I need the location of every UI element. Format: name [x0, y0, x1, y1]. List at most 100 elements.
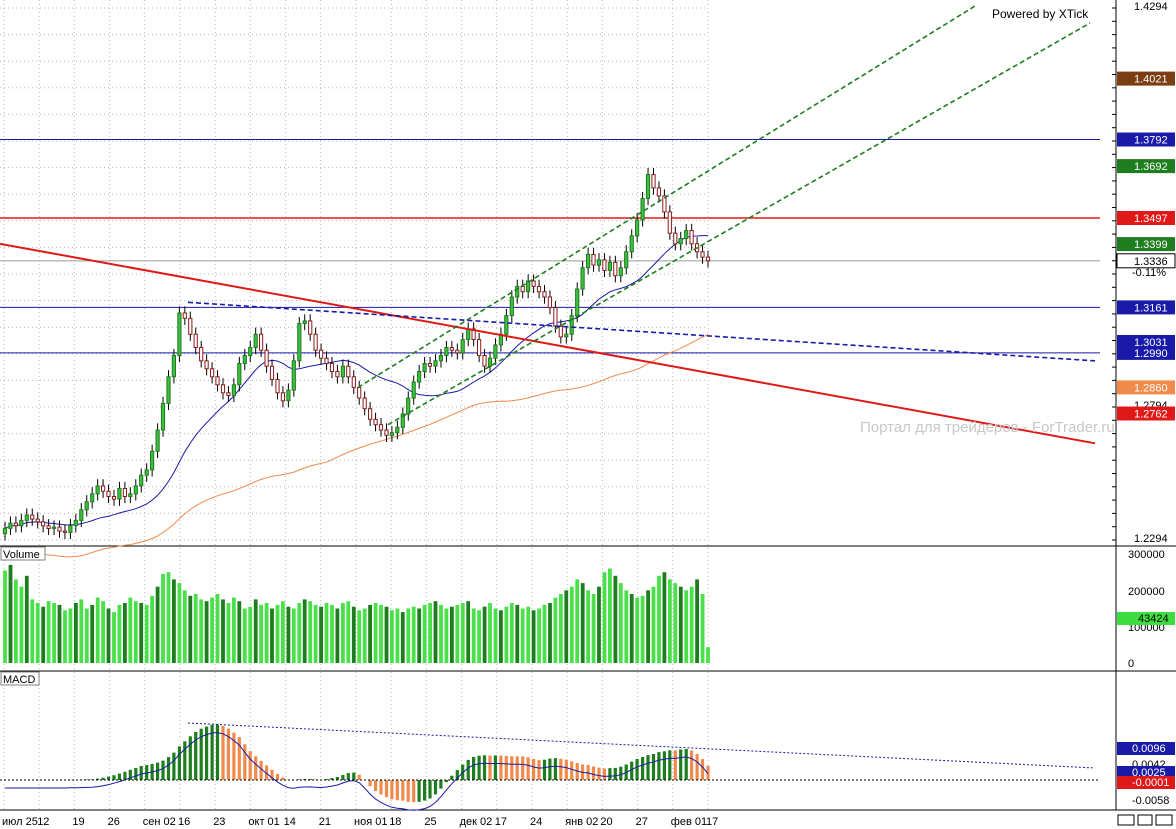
- volume-bar: [455, 604, 460, 663]
- volume-bar: [439, 604, 443, 663]
- volume-bar: [161, 574, 165, 663]
- macd-bar: [123, 771, 127, 780]
- candle: [346, 365, 351, 378]
- volume-bar: [248, 606, 253, 663]
- candle: [487, 357, 493, 367]
- candle: [618, 267, 623, 277]
- price-badge-1.3497: [1117, 211, 1175, 225]
- candle: [204, 360, 209, 370]
- volume-bar: [509, 603, 514, 663]
- volume-bar: [84, 608, 89, 663]
- volume-bar: [346, 601, 351, 663]
- volume-bar: [542, 604, 547, 663]
- candle: [313, 333, 318, 351]
- macd-bar: [651, 754, 656, 780]
- candle: [73, 519, 78, 527]
- macd-bar: [270, 769, 274, 780]
- macd-bar: [281, 777, 285, 780]
- macd-bar: [444, 780, 448, 783]
- candle: [275, 379, 280, 394]
- candle: [171, 355, 177, 378]
- candle: [406, 397, 411, 415]
- macd-bar: [488, 755, 492, 780]
- candle: [400, 413, 405, 428]
- save-icon[interactable]: [1137, 814, 1153, 826]
- volume-bar: [537, 608, 541, 663]
- price-badge-1.3792: [1117, 132, 1175, 147]
- volume-bar: [79, 599, 84, 663]
- candle: [193, 333, 198, 349]
- macd-bar: [630, 761, 634, 780]
- volume-bar: [548, 603, 552, 663]
- candle: [302, 320, 307, 325]
- macd-bar: [564, 759, 568, 780]
- volume-bar: [515, 604, 520, 663]
- macd-bar: [188, 736, 192, 780]
- macd-bar: [477, 755, 481, 780]
- x-tick-label: 14: [284, 816, 296, 828]
- x-tick-label: июл 25: [2, 816, 38, 828]
- macd-bar: [406, 780, 410, 802]
- macd-bar: [608, 768, 612, 780]
- x-tick-label: ноя 01: [354, 816, 387, 828]
- macd-bar: [433, 780, 438, 795]
- candle: [575, 288, 580, 317]
- trendline-resistance: [0, 242, 1096, 445]
- volume-bar: [155, 586, 160, 663]
- volume-bar: [646, 590, 650, 663]
- candle: [477, 339, 482, 357]
- candle: [286, 389, 291, 402]
- volume-bar: [504, 606, 509, 663]
- trendline-channel-upper: [357, 5, 976, 389]
- x-tick-label: 17: [706, 816, 718, 828]
- volume-bar: [678, 586, 683, 663]
- price-tick-label: 1.4294: [1134, 1, 1168, 13]
- candle: [684, 230, 689, 239]
- candle: [357, 386, 362, 399]
- volume-bar: [264, 603, 269, 663]
- volume-panel-label-box: [0, 546, 46, 561]
- macd-bar: [194, 731, 198, 780]
- volume-bar: [30, 599, 35, 663]
- volume-bar: [117, 604, 122, 663]
- volume-bar: [3, 570, 7, 663]
- volume-bar: [613, 575, 618, 663]
- print-icon[interactable]: [1155, 814, 1173, 826]
- candle: [264, 349, 269, 367]
- macd-bar: [466, 759, 470, 780]
- volume-bar: [640, 595, 645, 663]
- macd-bar: [423, 780, 427, 801]
- volume-panel-label: Volume: [3, 549, 40, 561]
- macd-bar: [117, 773, 121, 780]
- volume-bar: [259, 604, 263, 663]
- candle: [373, 418, 378, 426]
- volume-bar: [123, 603, 127, 663]
- x-tick-label: 24: [530, 816, 542, 828]
- volume-bar: [95, 597, 100, 663]
- volume-bar: [373, 603, 378, 663]
- candle: [46, 525, 51, 529]
- candle: [160, 402, 166, 431]
- candle: [417, 371, 422, 383]
- macd-bar: [641, 757, 645, 780]
- candle: [139, 474, 144, 487]
- candle: [667, 211, 672, 234]
- volume-bar: [14, 579, 18, 663]
- macd-bar: [515, 756, 519, 780]
- macd-bar: [602, 768, 606, 780]
- candle: [188, 317, 193, 335]
- volume-bar: [52, 603, 56, 663]
- macd-bar: [384, 780, 389, 798]
- link-icon[interactable]: [1117, 814, 1135, 826]
- candle: [395, 426, 400, 434]
- x-tick-label: дек 02: [460, 816, 493, 828]
- candle: [210, 368, 215, 378]
- candle: [433, 360, 438, 367]
- volume-tick-label: 200000: [1128, 586, 1165, 598]
- price-badge-1.3399: [1117, 237, 1175, 252]
- volume-bar: [215, 594, 220, 663]
- candle: [624, 251, 629, 269]
- macd-bar: [128, 769, 132, 780]
- x-tick-label: окт 01: [248, 816, 279, 828]
